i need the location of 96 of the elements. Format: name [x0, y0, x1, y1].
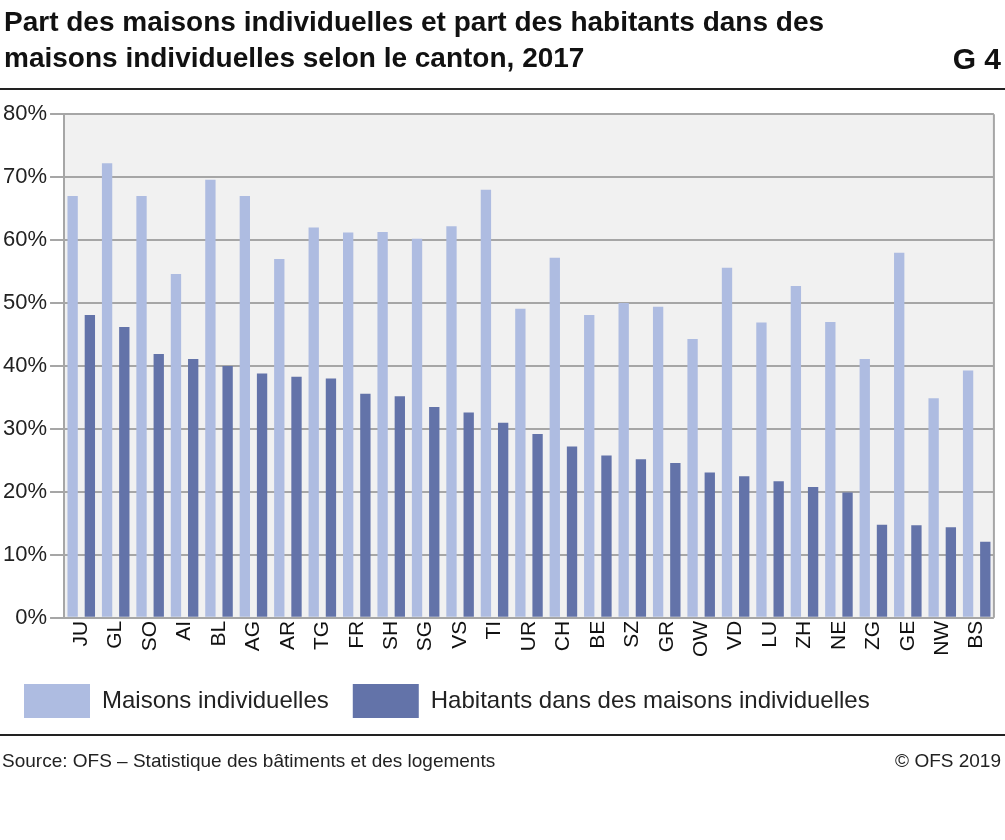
bar — [790, 286, 802, 617]
x-tick-label: LU — [756, 620, 780, 648]
x-tick-label: SO — [136, 620, 160, 652]
y-tick-label: 70% — [2, 163, 48, 189]
bar — [480, 189, 492, 617]
text: © OFS 2019 — [895, 750, 1001, 772]
bar — [773, 481, 784, 617]
bar — [704, 472, 715, 617]
bar — [911, 525, 922, 617]
bar — [325, 378, 337, 617]
y-tick-label: 30% — [2, 415, 48, 441]
bar — [274, 259, 285, 617]
x-tick-label: AI — [171, 620, 195, 641]
bar — [394, 396, 405, 617]
x-tick-label: BL — [205, 620, 229, 647]
x-tick-label: ZH — [791, 620, 815, 649]
bar — [377, 231, 388, 617]
x-tick-label: AR — [274, 620, 298, 651]
bar — [618, 303, 629, 617]
bar — [825, 321, 836, 617]
x-tick-label: OW — [687, 620, 711, 657]
bar — [807, 486, 819, 617]
bar — [980, 541, 991, 617]
bar — [291, 376, 302, 617]
x-tick-label: SG — [412, 620, 436, 652]
x-tick-label: TG — [309, 620, 333, 651]
bar — [635, 459, 647, 617]
bar — [928, 398, 939, 617]
y-tick-label: 20% — [2, 478, 48, 503]
bar — [962, 370, 974, 617]
bar — [549, 257, 560, 617]
chart-title: Part des maisons individuelles et part des habitants dans des maisons individuelles selon le canton, 2017 — [4, 5, 826, 75]
bar — [859, 359, 870, 617]
bar — [205, 179, 216, 617]
bar — [343, 232, 354, 617]
x-tick-label: AG — [240, 620, 264, 652]
bar — [170, 274, 182, 617]
bar — [411, 238, 423, 617]
x-tick-label: FR — [343, 620, 367, 649]
bar — [446, 226, 457, 617]
text: G 4 — [952, 42, 1001, 76]
x-tick-label: NW — [929, 620, 953, 656]
bar — [463, 412, 474, 617]
bar — [360, 393, 371, 617]
bar — [188, 359, 199, 617]
legend-label: Maisons individuelles — [102, 685, 329, 713]
bar — [721, 267, 733, 617]
legend-label: Habitants dans des maisons individuelles — [430, 685, 870, 713]
bar — [239, 196, 251, 617]
bar — [756, 322, 767, 617]
x-tick-label: JU — [68, 620, 92, 647]
bar — [84, 315, 96, 617]
x-tick-label: ZG — [860, 620, 884, 651]
x-tick-label: CH — [550, 620, 574, 652]
source-note: Source: OFS – Statistique des bâtiments et des logements — [2, 750, 496, 772]
x-tick-label: GL — [102, 620, 126, 649]
bar — [429, 406, 440, 617]
bar — [687, 338, 698, 617]
bar — [222, 366, 233, 617]
bar — [739, 476, 750, 617]
y-tick-label: 0% — [15, 603, 48, 629]
x-tick-label: VS — [446, 620, 470, 649]
y-tick-label: 50% — [2, 289, 48, 315]
x-tick-label: GR — [653, 620, 677, 653]
x-tick-label: SZ — [619, 620, 643, 648]
bar — [515, 308, 526, 617]
bar — [119, 326, 130, 617]
bar — [153, 354, 164, 617]
bar — [670, 462, 681, 617]
bar — [136, 196, 147, 617]
bar — [256, 373, 268, 617]
x-tick-label: BE — [584, 620, 608, 649]
x-tick-label: BS — [963, 620, 987, 649]
y-tick-label: 80% — [2, 100, 48, 126]
bar — [584, 315, 595, 617]
bar — [945, 527, 957, 617]
x-tick-label: VD — [722, 620, 746, 651]
y-tick-label: 40% — [2, 352, 48, 378]
bar — [842, 492, 853, 617]
x-tick-label: NE — [825, 620, 849, 651]
y-tick-label: 60% — [2, 226, 48, 252]
bar — [652, 306, 664, 617]
bar — [601, 455, 612, 617]
bar — [308, 227, 319, 617]
bar — [67, 196, 78, 617]
bar — [101, 163, 113, 617]
y-tick-label: 10% — [2, 540, 48, 566]
x-tick-label: TI — [481, 620, 505, 640]
bar — [497, 422, 509, 617]
bar — [532, 434, 543, 617]
bar — [876, 524, 888, 617]
bar — [566, 446, 578, 617]
x-tick-label: UR — [515, 620, 539, 652]
x-tick-label: GE — [894, 620, 918, 652]
x-tick-label: SH — [378, 620, 402, 651]
bar — [894, 252, 905, 617]
